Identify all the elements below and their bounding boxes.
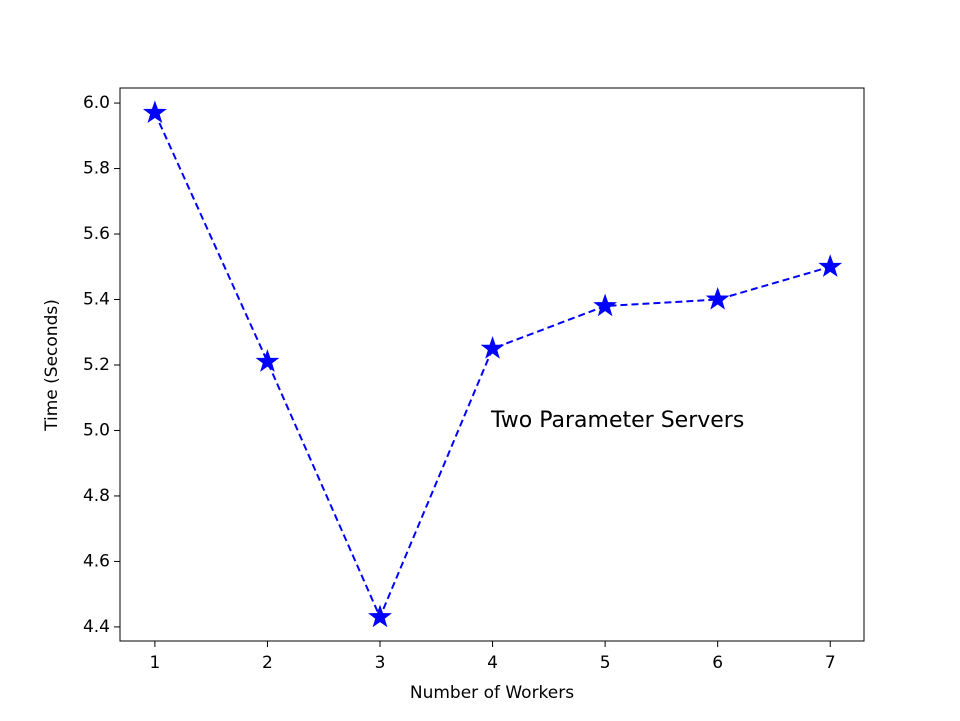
x-tick-label: 2 — [262, 653, 273, 673]
y-tick-label: 4.4 — [83, 617, 110, 637]
y-tick-label: 5.0 — [83, 420, 110, 440]
x-tick-label: 3 — [375, 653, 386, 673]
y-tick-label: 5.8 — [83, 159, 110, 179]
x-tick-label: 1 — [149, 653, 160, 673]
x-tick-label: 5 — [600, 653, 611, 673]
data-point — [818, 254, 843, 277]
data-point — [480, 336, 505, 359]
annotation: Two Parameter Servers — [490, 408, 744, 433]
y-tick-label: 4.8 — [83, 486, 110, 506]
data-point — [593, 293, 618, 317]
data-point — [705, 286, 730, 310]
data-point — [142, 100, 167, 124]
y-tick-label: 4.6 — [83, 551, 110, 571]
y-tick-label: 5.6 — [83, 224, 110, 244]
y-tick-label: 6.0 — [83, 93, 110, 113]
x-axis-label: Number of Workers — [410, 683, 574, 703]
x-tick-label: 4 — [487, 653, 498, 673]
y-tick-label: 5.4 — [83, 290, 110, 310]
x-tick-label: 6 — [712, 653, 723, 673]
y-axis-label: Time (Seconds) — [42, 299, 62, 432]
x-tick-label: 7 — [825, 653, 836, 673]
data-point — [368, 604, 392, 628]
y-tick-label: 5.2 — [83, 355, 110, 375]
data-point — [255, 349, 280, 372]
